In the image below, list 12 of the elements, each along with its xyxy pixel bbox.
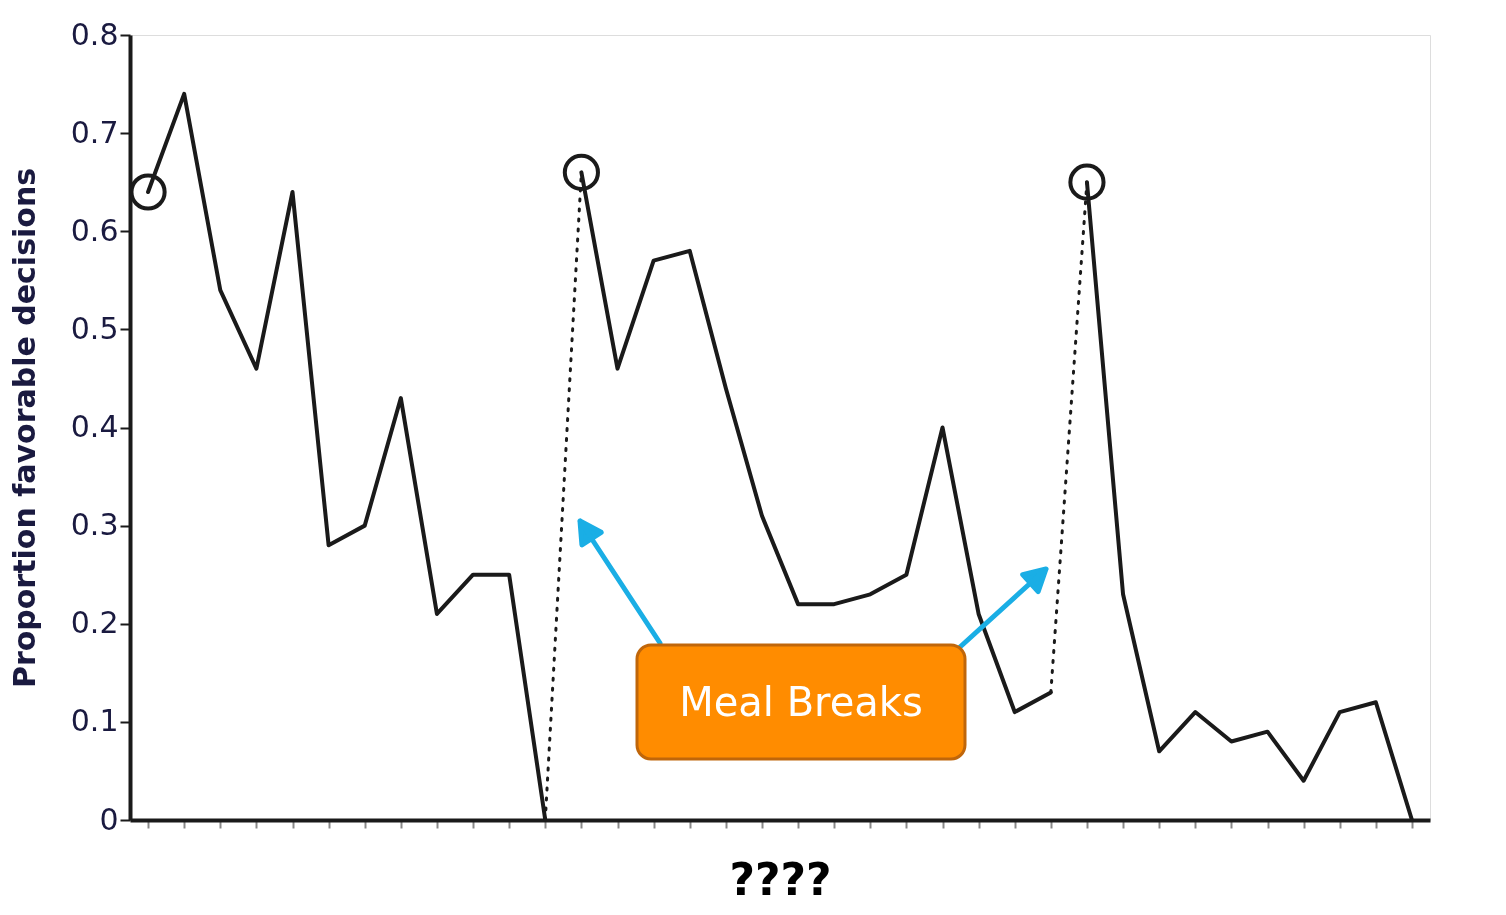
y-tick-label: 0.4	[70, 409, 119, 444]
y-axis-title: Proportion favorable decisions	[6, 167, 42, 689]
y-tick-label: 0.5	[70, 310, 119, 346]
y-tick-label: 0.1	[70, 703, 119, 739]
annotation: Meal Breaks	[679, 679, 923, 725]
y-tick-label: 0.8	[70, 16, 119, 52]
y-tick-label: 0.3	[70, 507, 119, 543]
y-tick-label: 0.7	[70, 114, 119, 150]
y-tick-label: 0	[99, 801, 119, 837]
x-axis-title: ????	[729, 853, 832, 905]
y-tick-label: 0.2	[70, 605, 119, 641]
y-tick-label: 0.6	[70, 212, 119, 248]
